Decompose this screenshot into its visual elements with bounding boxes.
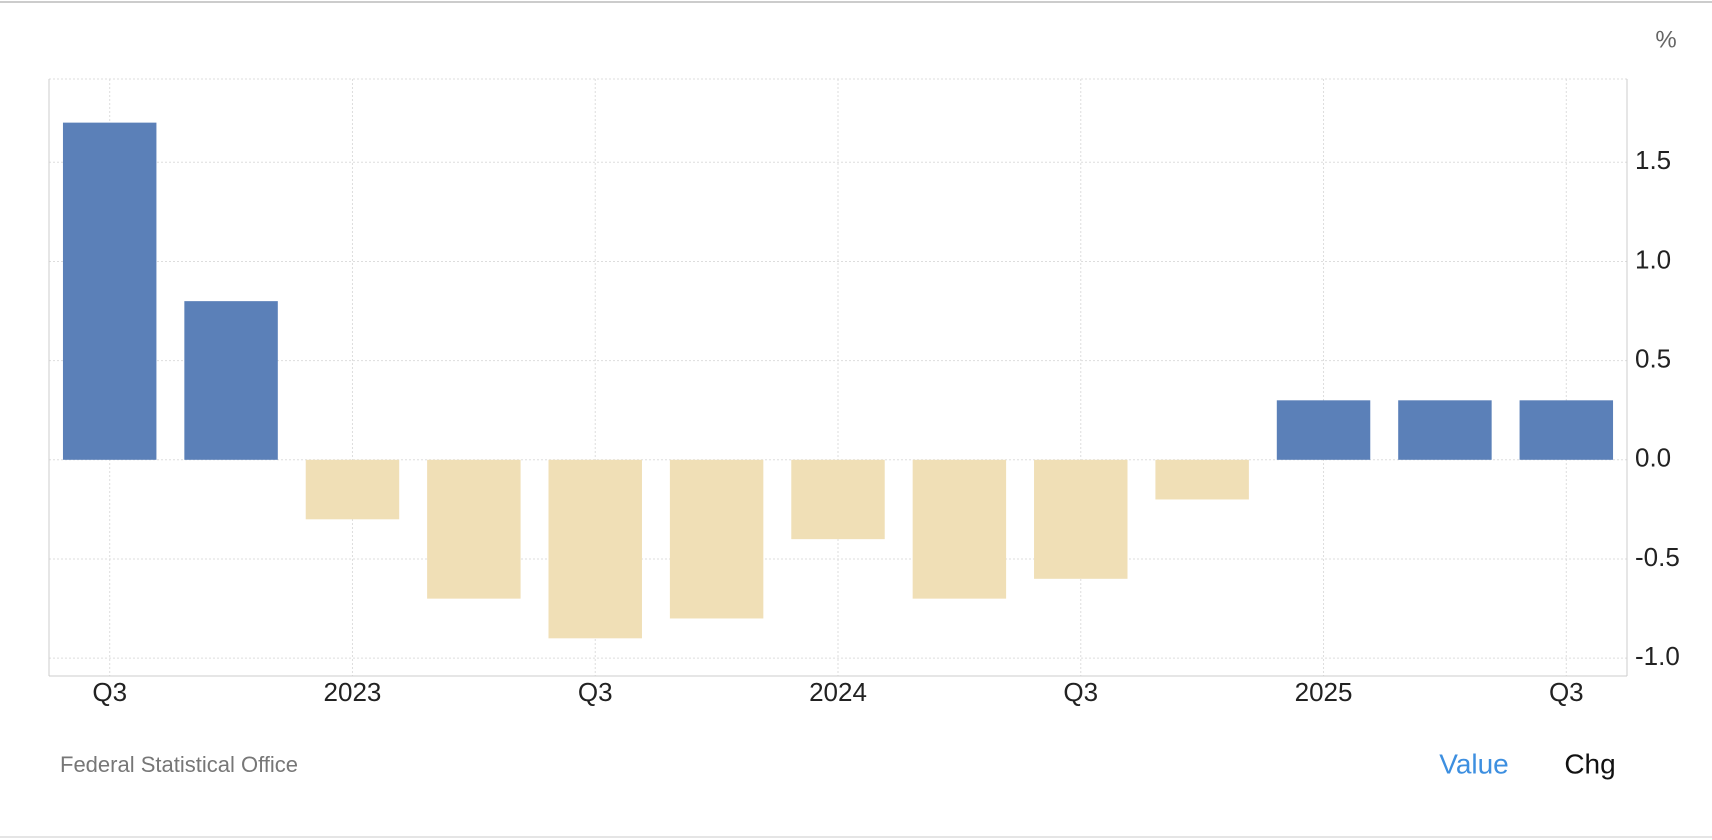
bar — [1276, 400, 1371, 460]
x-tick-label: Q3 — [92, 677, 127, 707]
bar — [912, 459, 1007, 599]
bar — [1034, 459, 1128, 579]
source: Federal Statistical Office — [60, 752, 298, 777]
bar — [1398, 400, 1492, 460]
bar — [305, 459, 400, 520]
bar — [548, 459, 642, 639]
x-tick-label: 2023 — [324, 677, 382, 707]
bar — [427, 459, 521, 599]
y-tick-label: 0.5 — [1635, 344, 1671, 374]
y-tick-label: 0.0 — [1635, 443, 1671, 473]
bar — [1155, 459, 1249, 500]
unit-label: % — [1655, 26, 1676, 53]
y-tick-label: 1.5 — [1635, 145, 1671, 175]
x-tick-label: Q3 — [578, 677, 613, 707]
bar — [184, 301, 278, 460]
bar — [1519, 400, 1614, 460]
x-tick-label: 2025 — [1295, 677, 1353, 707]
chg-button[interactable]: Chg — [1564, 748, 1615, 779]
y-tick-label: 1.0 — [1635, 244, 1671, 274]
y-tick-label: -0.5 — [1635, 542, 1680, 572]
value-button[interactable]: Value — [1439, 748, 1509, 779]
x-tick-label: 2024 — [809, 677, 867, 707]
y-tick-label: -1.0 — [1635, 641, 1680, 671]
x-tick-label: Q3 — [1549, 677, 1584, 707]
bar — [62, 122, 157, 460]
bar — [669, 459, 764, 619]
bar — [791, 459, 885, 540]
x-tick-label: Q3 — [1063, 677, 1098, 707]
